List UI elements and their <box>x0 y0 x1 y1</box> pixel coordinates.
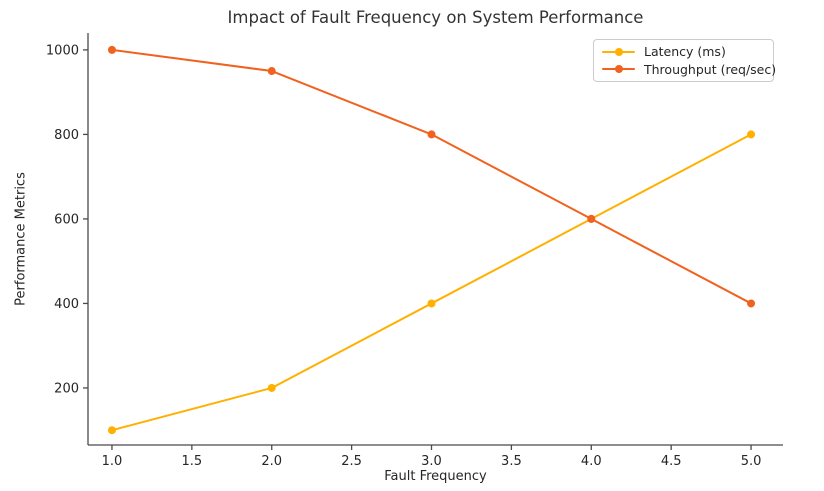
data-point-throughput <box>107 45 116 54</box>
data-point-throughput <box>267 67 276 76</box>
data-point-latency <box>107 426 116 435</box>
y-tick-label: 800 <box>54 128 79 143</box>
x-tick-label: 1.0 <box>102 454 123 469</box>
x-tick-label: 5.0 <box>741 454 762 469</box>
series-line-latency <box>110 133 753 432</box>
data-point-latency <box>747 130 756 139</box>
x-tick-label: 2.5 <box>341 454 362 469</box>
data-point-throughput <box>747 299 756 308</box>
data-point-latency <box>267 383 276 392</box>
latency-legend-marker-icon <box>602 47 635 57</box>
legend-dot-swatch <box>614 65 623 74</box>
x-tick-label: 4.0 <box>581 454 602 469</box>
x-tick-label: 1.5 <box>182 454 203 469</box>
legend-label-latency: Latency (ms) <box>644 44 726 60</box>
y-tick-label: 600 <box>54 212 79 227</box>
x-tick-label: 3.0 <box>421 454 442 469</box>
data-point-latency <box>427 299 436 308</box>
data-point-throughput <box>427 130 436 139</box>
legend-label-throughput: Throughput (req/sec) <box>644 61 777 77</box>
y-tick-label: 400 <box>54 297 79 312</box>
legend-row: Throughput (req/sec) <box>602 62 776 77</box>
chart-title: Impact of Fault Frequency on System Perf… <box>227 8 644 27</box>
y-axis-label: Performance Metrics <box>13 172 29 306</box>
x-axis-label: Fault Frequency <box>384 469 487 484</box>
legend: Latency (ms) Throughput (req/sec) <box>593 39 776 82</box>
legend-dot-swatch <box>614 47 623 56</box>
x-tick-label: 4.5 <box>661 454 682 469</box>
y-tick-label: 200 <box>54 381 79 396</box>
data-point-throughput <box>587 214 596 223</box>
x-tick-label: 3.5 <box>501 454 522 469</box>
throughput-legend-marker-icon <box>602 64 635 74</box>
series-line-throughput <box>110 48 753 305</box>
legend-row: Latency (ms) <box>602 44 765 59</box>
y-tick-label: 1000 <box>46 43 79 58</box>
x-tick-label: 2.0 <box>261 454 282 469</box>
